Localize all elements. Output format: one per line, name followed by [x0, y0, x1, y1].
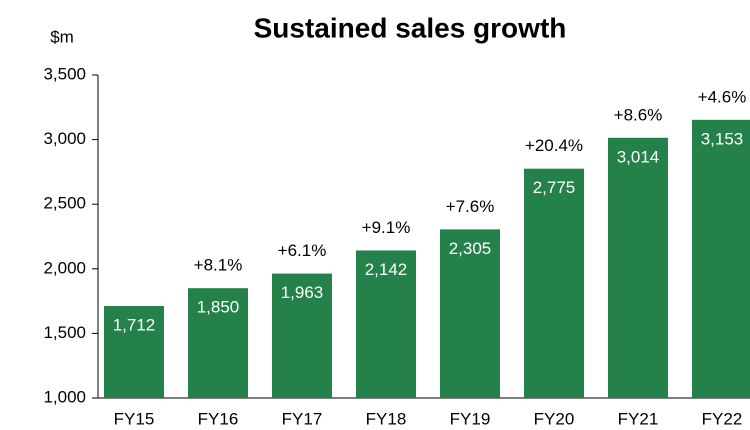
x-tick-label: FY17	[282, 409, 323, 428]
growth-label: +8.6%	[614, 105, 663, 124]
bar	[440, 229, 500, 398]
bar	[356, 250, 416, 398]
value-label: 2,142	[365, 260, 408, 279]
value-label: 3,153	[701, 129, 744, 148]
growth-label: +9.1%	[362, 218, 411, 237]
value-label: 1,712	[113, 315, 156, 334]
value-label: 2,775	[533, 178, 576, 197]
chart-title: Sustained sales growth	[254, 12, 567, 43]
bar	[188, 288, 248, 398]
growth-label: +4.6%	[698, 87, 747, 106]
growth-label: +20.4%	[525, 136, 583, 155]
y-tick-label: 3,500	[43, 64, 86, 83]
bar	[608, 137, 668, 398]
growth-label: +8.1%	[194, 256, 243, 275]
value-label: 1,963	[281, 283, 324, 302]
value-label: 3,014	[617, 147, 660, 166]
x-tick-label: FY20	[534, 409, 575, 428]
y-tick-label: 2,500	[43, 194, 86, 213]
value-label: 2,305	[449, 239, 492, 258]
y-axis-unit: $m	[50, 27, 74, 46]
y-tick-label: 2,000	[43, 258, 86, 277]
x-tick-label: FY15	[114, 409, 155, 428]
bar	[104, 306, 164, 398]
y-tick-label: 1,000	[43, 387, 86, 406]
x-tick-label: FY16	[198, 409, 239, 428]
x-tick-label: FY18	[366, 409, 407, 428]
x-tick-label: FY19	[450, 409, 491, 428]
y-tick-label: 3,000	[43, 129, 86, 148]
bar	[272, 273, 332, 398]
x-tick-label: FY21	[618, 409, 659, 428]
bar	[524, 168, 584, 398]
growth-label: +7.6%	[446, 197, 495, 216]
growth-label: +6.1%	[278, 241, 327, 260]
bar	[692, 119, 750, 398]
x-tick-label: FY22	[702, 409, 743, 428]
y-tick-label: 1,500	[43, 323, 86, 342]
value-label: 1,850	[197, 298, 240, 317]
